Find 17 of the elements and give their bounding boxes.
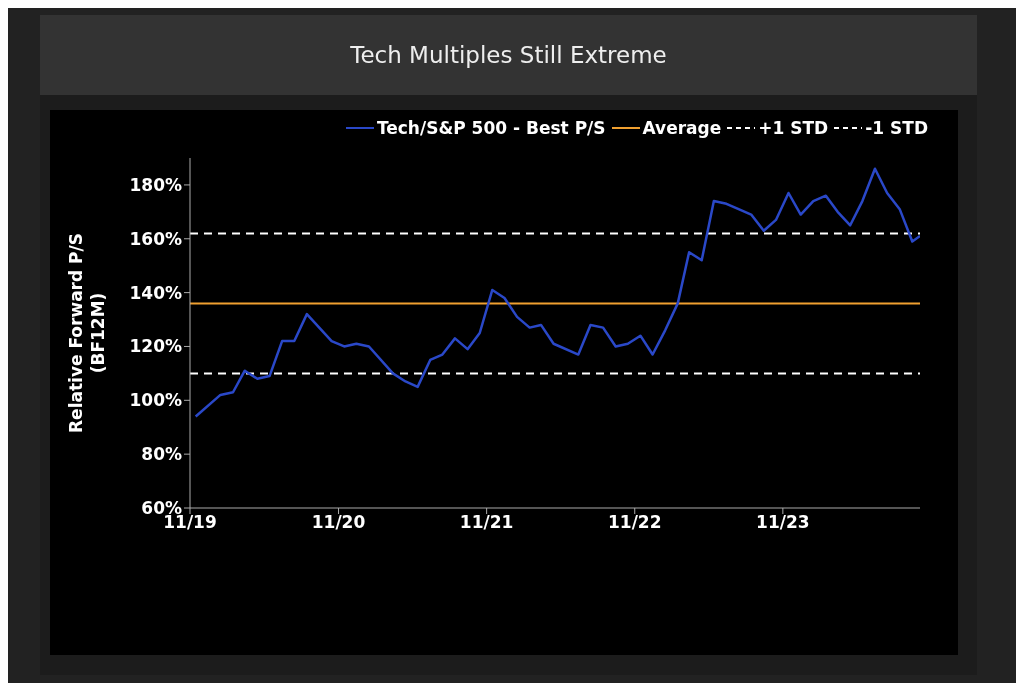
legend-label: Average [642, 118, 722, 138]
x-tick-label: 11/21 [459, 512, 514, 533]
x-tick-label: 11/22 [607, 512, 662, 533]
x-tick-label: 11/23 [756, 512, 810, 533]
y-tick-label: 100% [129, 390, 182, 411]
line-series [194, 167, 920, 418]
x-tick-label: 11/20 [311, 512, 366, 533]
legend-label: +1 STD [758, 118, 829, 138]
y-tick-label: 80% [141, 444, 182, 465]
legend-label: Tech/S&P 500 - Best P/S [376, 118, 606, 138]
y-tick-label: 140% [129, 282, 182, 303]
y-axis-title: Relative Forward P/S (BF12M) [66, 233, 108, 433]
chart-title: Tech Multiples Still Extreme [40, 15, 977, 95]
legend-label: -1 STD [865, 118, 928, 138]
y-tick-label: 180% [129, 174, 182, 195]
y-tick-label: 160% [129, 228, 182, 249]
y-tick-label: 120% [129, 336, 182, 357]
